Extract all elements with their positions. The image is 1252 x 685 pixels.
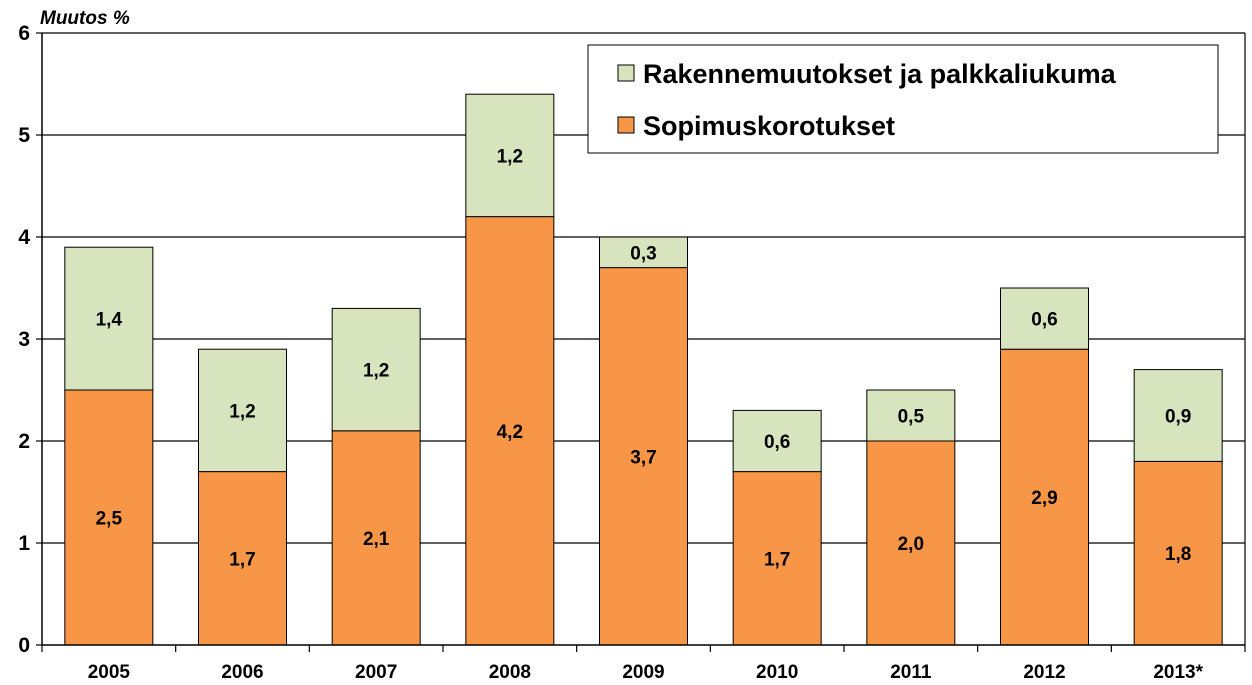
data-label: 2,1 (363, 529, 390, 550)
bar-segment (732, 409, 822, 473)
x-tick-label: 2008 (489, 662, 531, 683)
legend-label: Rakennemuutokset ja palkkaliukuma (643, 59, 1117, 89)
x-tick-label: 2005 (88, 662, 131, 683)
bar-segment (465, 216, 555, 646)
x-tick-label: 2009 (622, 662, 664, 683)
bar-segment (1000, 348, 1089, 646)
y-tick-label: 0 (18, 634, 30, 657)
y-tick-label: 4 (18, 226, 30, 249)
y-tick-label: 1 (18, 532, 30, 555)
legend-label: Sopimuskorotukset (643, 111, 895, 141)
data-label: 0,5 (898, 407, 925, 428)
bar-segment (866, 389, 956, 442)
data-label: 4,2 (497, 422, 523, 443)
legend-swatch (617, 64, 635, 82)
bar-segment (1000, 287, 1089, 350)
bar-segment (866, 440, 956, 646)
data-label: 0,3 (630, 243, 656, 264)
bar-segment (1133, 460, 1223, 646)
x-tick-label: 2011 (890, 662, 932, 683)
data-label: 0,9 (1165, 407, 1191, 428)
x-tick-label: 2007 (355, 662, 397, 683)
bar-segment (732, 471, 822, 646)
data-label: 2,0 (898, 534, 924, 555)
bar-segment (1133, 369, 1223, 462)
y-tick-label: 2 (18, 430, 30, 453)
legend-box (587, 44, 1219, 154)
y-tick-label: 5 (18, 124, 30, 147)
bar-segment (64, 246, 154, 391)
legend-swatch (617, 116, 635, 134)
bar-segment (599, 236, 688, 269)
bar-segment (198, 348, 287, 473)
data-label: 1,2 (497, 146, 523, 167)
data-label: 1,2 (229, 401, 255, 422)
x-tick-label: 2012 (1023, 662, 1065, 683)
data-label: 3,7 (630, 447, 656, 468)
y-axis-title: Muutos % (40, 8, 130, 29)
data-label: 1,7 (764, 549, 790, 570)
x-tick-label: 2006 (221, 662, 263, 683)
data-labels: 2,5 1,4 1,7 1,2 2,1 1,2 4,2 1,2 3,7 0,3 1,7 0,6 2,0 0… (96, 146, 1192, 570)
bar-segment (465, 93, 555, 218)
bars (64, 93, 1223, 646)
data-label: 1,7 (229, 549, 255, 570)
data-label: 2,5 (96, 509, 123, 530)
data-label: 1,8 (1165, 544, 1191, 565)
y-tick-label: 3 (18, 328, 30, 351)
bar-segment (331, 430, 421, 646)
data-label: 0,6 (764, 432, 790, 453)
x-tick-label: 2010 (756, 662, 798, 683)
y-tick-label: 6 (18, 22, 30, 45)
data-label: 0,6 (1031, 310, 1057, 331)
legend: Rakennemuutokset ja palkkaliukuma Sopimus… (587, 44, 1219, 154)
bar-segment (599, 267, 688, 646)
bar-segment (331, 307, 421, 432)
x-tick-label: 2013* (1153, 662, 1203, 683)
axes: 0 1 2 3 4 5 6 2005 2006 2007 2008 2009 2010 2011 2012 2… (18, 22, 1246, 683)
data-label: 1,2 (363, 361, 389, 382)
data-label: 2,9 (1031, 488, 1057, 509)
data-label: 1,4 (96, 310, 123, 331)
bar-segment (198, 471, 287, 646)
